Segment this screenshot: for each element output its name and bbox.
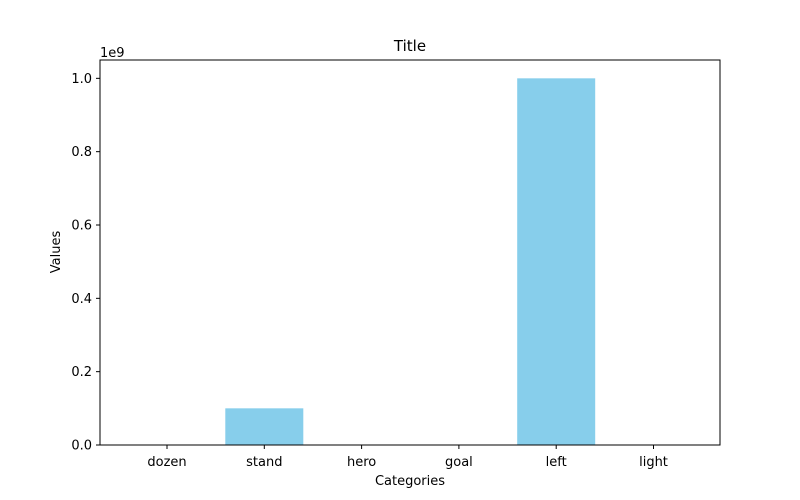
x-axis-ticks: dozen stand hero goal left light: [147, 445, 668, 470]
y-tick-label: 0.0: [71, 439, 92, 454]
y-axis-scale-multiplier: 1e9: [100, 46, 125, 61]
bar-left: [517, 78, 596, 445]
x-axis-label: Categories: [375, 474, 445, 489]
bar-stand: [225, 408, 304, 445]
x-tick-label: goal: [445, 455, 473, 470]
x-tick-label: stand: [246, 455, 282, 470]
chart-title: Title: [393, 37, 426, 55]
bars-group: [225, 78, 596, 445]
y-axis-ticks: 0.0 0.2 0.4 0.6 0.8 1.0: [71, 72, 100, 454]
y-tick-label: 0.2: [71, 365, 92, 380]
y-axis-label: Values: [49, 231, 64, 274]
y-tick-label: 0.8: [71, 145, 92, 160]
x-tick-label: light: [639, 455, 668, 470]
plot-frame: [99, 59, 721, 446]
y-tick-label: 1.0: [71, 72, 92, 87]
x-tick-label: dozen: [147, 455, 186, 470]
x-tick-label: left: [546, 455, 567, 470]
y-tick-label: 0.6: [71, 219, 92, 234]
y-tick-label: 0.4: [71, 292, 92, 307]
x-tick-label: hero: [347, 455, 376, 470]
